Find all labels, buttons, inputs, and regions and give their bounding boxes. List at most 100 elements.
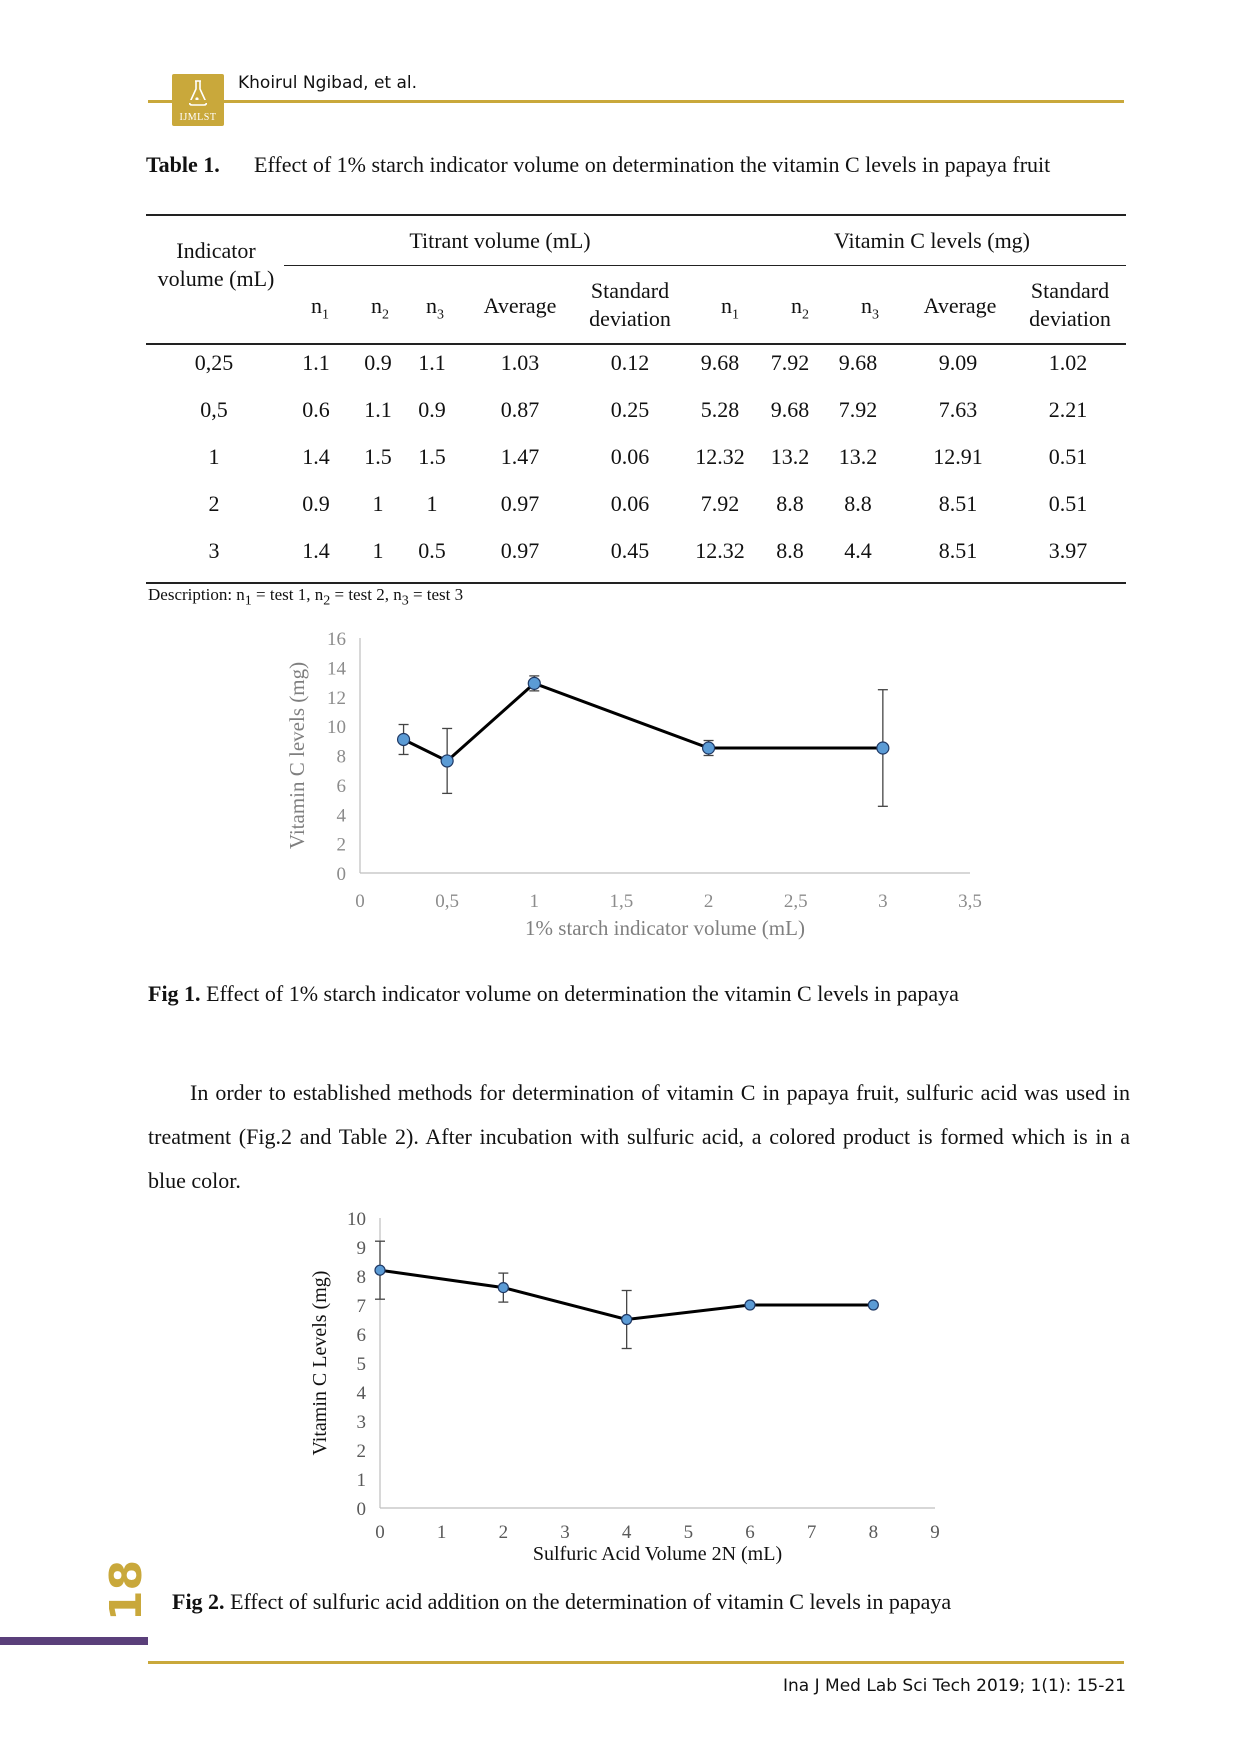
y-tick-label: 14 xyxy=(327,658,347,679)
group-header-titrant: Titrant volume (mL) xyxy=(409,228,591,253)
sub-header-average: Average xyxy=(483,293,557,318)
table-cell: 8.8 xyxy=(844,491,872,516)
figure-1-caption: Fig 1. Effect of 1% starch indicator vol… xyxy=(148,981,1128,1007)
y-tick-label: 0 xyxy=(357,1499,367,1520)
page-number: 18 xyxy=(101,1559,153,1622)
x-tick-label: 1 xyxy=(530,891,540,912)
data-point xyxy=(621,1313,633,1326)
table-cell: 0.12 xyxy=(610,350,650,375)
table-1: Indicator volume (mL) Titrant volume (mL… xyxy=(0,0,1240,600)
table-cell: 0.51 xyxy=(1048,444,1088,469)
table-cell: 9.68 xyxy=(770,397,810,422)
y-tick-label: 5 xyxy=(357,1354,367,1375)
table-cell: 0.97 xyxy=(500,491,540,516)
data-point xyxy=(867,1299,879,1311)
table-row-header: 0,25 xyxy=(194,350,234,375)
table-cell: 8.51 xyxy=(938,538,978,563)
y-tick-label: 9 xyxy=(357,1238,367,1259)
table-cell: 0.25 xyxy=(610,397,650,422)
table-cell: 0.45 xyxy=(610,538,650,563)
table-cell: 0.06 xyxy=(610,444,650,469)
sub-header-n2: n2 xyxy=(791,293,809,323)
table-row-header: 2 xyxy=(208,491,220,516)
sub-header-sd: Standard deviation xyxy=(589,278,671,331)
table-cell: 9.68 xyxy=(700,350,740,375)
table-cell: 0.87 xyxy=(500,397,540,422)
x-tick-label: 7 xyxy=(807,1522,817,1543)
table-cell: 0.5 xyxy=(418,538,446,563)
figure-2-caption: Fig 2. Effect of sulfuric acid addition … xyxy=(172,1589,1132,1615)
table-bottom-rule xyxy=(146,582,1126,584)
y-tick-label: 12 xyxy=(327,688,346,709)
data-point xyxy=(374,1264,386,1276)
table-cell: 9.09 xyxy=(938,350,978,375)
table-cell: 1.1 xyxy=(302,350,330,375)
data-point xyxy=(701,741,716,755)
table-cell: 12.91 xyxy=(933,444,983,469)
table-cell: 1.4 xyxy=(302,538,330,563)
table-cell: 1.02 xyxy=(1048,350,1088,375)
sub-header-n3: n3 xyxy=(861,293,879,323)
footer-rule xyxy=(148,1661,1124,1664)
sub-header-sd: Standard deviation xyxy=(1029,278,1111,331)
x-tick-label: 0 xyxy=(375,1522,385,1543)
x-tick-label: 8 xyxy=(869,1522,879,1543)
x-tick-label: 5 xyxy=(684,1522,694,1543)
table-cell: 0.6 xyxy=(302,397,330,422)
x-tick-label: 3 xyxy=(560,1522,570,1543)
table-cell: 1 xyxy=(372,491,384,516)
table-cell: 1.03 xyxy=(500,350,540,375)
series-line xyxy=(402,681,883,763)
figure-1-caption-text: Effect of 1% starch indicator volume on … xyxy=(206,981,959,1006)
table-cell: 1.47 xyxy=(500,444,540,469)
table-cell: 7.92 xyxy=(700,491,740,516)
table-cell: 0.97 xyxy=(500,538,540,563)
y-tick-label: 2 xyxy=(357,1441,367,1462)
body-paragraph-text: In order to established methods for dete… xyxy=(148,1080,1130,1193)
table-cell: 0.9 xyxy=(418,397,446,422)
table-cell: 13.2 xyxy=(838,444,878,469)
table-cell: 8.51 xyxy=(938,491,978,516)
figure-2-caption-text: Effect of sulfuric acid addition on the … xyxy=(230,1589,952,1614)
y-axis-title: Vitamin C levels (mg) xyxy=(285,662,309,849)
journal-citation: Ina J Med Lab Sci Tech 2019; 1(1): 15-21 xyxy=(783,1676,1126,1696)
logo-text: IJMLST xyxy=(179,112,217,123)
table-cell: 0.9 xyxy=(302,491,330,516)
figure-1-label: Fig 1. xyxy=(148,981,201,1006)
sub-header-n1: n1 xyxy=(311,293,329,323)
y-tick-label: 16 xyxy=(327,629,346,650)
table-cell: 8.8 xyxy=(776,491,804,516)
data-point xyxy=(527,676,541,690)
table-cell: 7.92 xyxy=(838,397,878,422)
table-cell: 7.63 xyxy=(938,397,978,422)
x-axis-title: Sulfuric Acid Volume 2N (mL) xyxy=(533,1543,782,1565)
x-tick-label: 2 xyxy=(499,1522,509,1543)
table-label: Table 1. xyxy=(146,152,220,177)
table-row-header: 3 xyxy=(208,538,220,563)
table-cell: 1.1 xyxy=(418,350,446,375)
table-row-header: 0,5 xyxy=(200,397,228,422)
y-tick-label: 0 xyxy=(337,864,347,885)
data-point xyxy=(396,732,411,747)
x-tick-label: 2 xyxy=(704,891,714,912)
data-point xyxy=(876,741,890,755)
table-cell: 7.92 xyxy=(770,350,810,375)
table-cell: 12.32 xyxy=(695,444,745,469)
y-tick-label: 10 xyxy=(347,1209,366,1230)
y-tick-label: 4 xyxy=(337,805,347,826)
table-cell: 12.32 xyxy=(695,538,745,563)
sub-header-n3: n3 xyxy=(426,293,444,323)
table-description: Description: n1 = test 1, n2 = test 2, n… xyxy=(148,585,464,609)
table-cell: 9.68 xyxy=(838,350,878,375)
table-cell: 4.4 xyxy=(844,538,872,563)
col-header-indicator: Indicator volume (mL) xyxy=(157,238,275,291)
data-point xyxy=(744,1299,756,1311)
table-cell: 3.97 xyxy=(1048,538,1088,563)
table-cell: 1.5 xyxy=(418,444,446,469)
body-paragraph: In order to established methods for dete… xyxy=(148,1071,1130,1203)
x-tick-label: 0 xyxy=(355,891,365,912)
y-axis-title: Vitamin C Levels (mg) xyxy=(309,1271,331,1456)
y-tick-label: 4 xyxy=(357,1383,367,1404)
x-tick-label: 6 xyxy=(745,1522,755,1543)
table-cell: 0.51 xyxy=(1048,491,1088,516)
